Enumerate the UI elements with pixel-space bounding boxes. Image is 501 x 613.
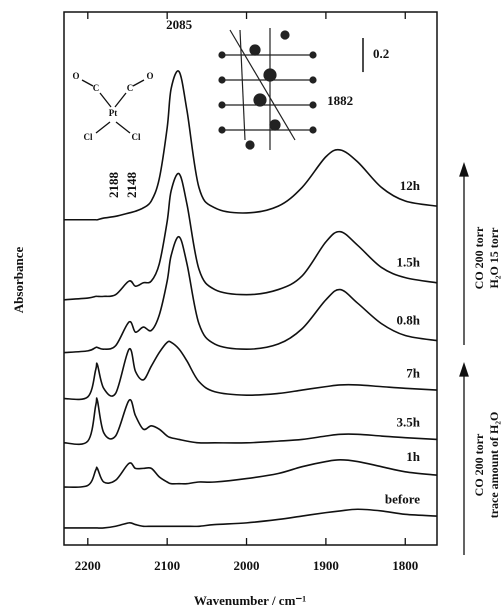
peak-label: 1882 <box>327 93 353 108</box>
series-label: 12h <box>400 178 421 193</box>
condition-label: H₂O 15 torr <box>487 227 501 289</box>
structure-label: C <box>127 83 134 93</box>
x-tick-label: 1900 <box>313 558 339 573</box>
series-label: 7h <box>406 365 421 380</box>
peak-label: 2085 <box>166 17 193 32</box>
structure-label: O <box>146 71 153 81</box>
arrow-head <box>460 164 468 176</box>
condition-arrows <box>460 164 468 555</box>
structure-label: Cl <box>84 132 93 142</box>
condition-label: CO 200 torr <box>472 226 486 289</box>
structure-label: C <box>93 83 100 93</box>
pt-complex-bonds <box>82 80 144 133</box>
condition-label: CO 200 torr <box>472 433 486 496</box>
x-tick-label: 2100 <box>154 558 180 573</box>
plot-frame <box>64 12 437 545</box>
spectrum <box>64 341 437 399</box>
x-tick-label: 2000 <box>234 558 260 573</box>
spectrum <box>64 398 437 444</box>
y-axis-label: Absorbance <box>11 247 26 314</box>
arrow-head <box>460 364 468 376</box>
structure-label: O <box>72 71 79 81</box>
chart: Absorbance Wavenumber / cm⁻¹ 2200 2100 200… <box>0 0 501 613</box>
x-axis-label: Wavenumber / cm⁻¹ <box>194 593 306 608</box>
structure-label: Cl <box>132 132 141 142</box>
series-label: 1.5h <box>397 255 421 270</box>
series-label: 1h <box>406 449 421 464</box>
structure-label: Pt <box>109 108 118 118</box>
spectrum <box>64 509 437 528</box>
scale-bar-label: 0.2 <box>373 46 389 61</box>
peak-label: 2188 <box>106 172 121 199</box>
crystal-structure <box>219 28 316 150</box>
series-label: 0.8h <box>397 313 421 328</box>
x-tick-label: 2200 <box>75 558 101 573</box>
x-tick-label: 1800 <box>392 558 418 573</box>
spectrum <box>64 460 437 487</box>
condition-label: trace amount of H₂O <box>487 412 501 519</box>
series-label: before <box>385 491 420 506</box>
peak-label: 2148 <box>124 172 139 199</box>
series-label: 3.5h <box>397 415 421 430</box>
